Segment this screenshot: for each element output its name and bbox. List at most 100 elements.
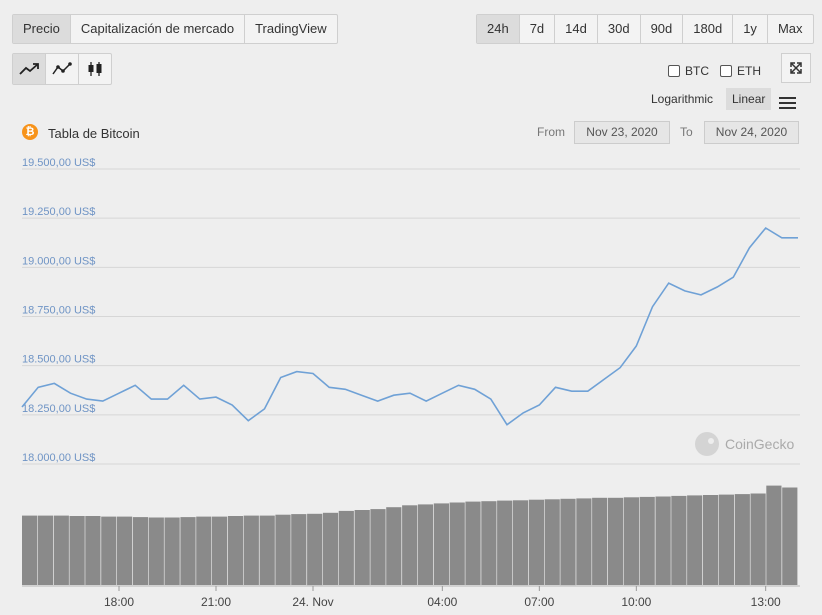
line-chart-button[interactable]: [13, 54, 46, 84]
volume-bar: [322, 512, 339, 585]
tab-precio[interactable]: Precio: [13, 15, 71, 43]
linear-option[interactable]: Linear: [726, 88, 772, 110]
volume-bar: [750, 493, 766, 585]
volume-bar: [69, 516, 85, 585]
y-tick-label: 19.000,00 US$: [22, 255, 95, 267]
x-tick-label: 21:00: [201, 595, 231, 609]
volume-bar: [117, 516, 133, 585]
x-tick-label: 07:00: [524, 595, 554, 609]
compare-eth[interactable]: ETH: [720, 64, 761, 78]
range-selector: 24h 7d 14d 30d 90d 180d 1y Max: [476, 14, 814, 44]
ohlc-chart-button[interactable]: [46, 54, 79, 84]
volume-bar: [22, 515, 38, 585]
volume-bar: [592, 497, 608, 585]
logarithmic-option[interactable]: Logarithmic: [651, 92, 714, 106]
range-14d[interactable]: 14d: [555, 15, 598, 43]
volume-bars: [22, 485, 800, 587]
candlestick-chart-button[interactable]: [79, 54, 111, 84]
volume-bar: [212, 516, 228, 585]
volume-bar: [53, 515, 69, 585]
volume-bar: [85, 516, 101, 585]
volume-bar: [196, 516, 212, 585]
volume-bar: [37, 515, 53, 585]
from-label: From: [537, 125, 565, 139]
trend-line-icon: [19, 63, 39, 75]
y-tick-label: 18.250,00 US$: [22, 403, 95, 415]
y-tick-label: 18.000,00 US$: [22, 452, 95, 464]
y-tick-label: 18.750,00 US$: [22, 305, 95, 317]
volume-bar: [386, 507, 402, 585]
volume-bar: [291, 514, 307, 585]
candlestick-icon: [88, 62, 102, 76]
from-date-input[interactable]: Nov 23, 2020: [574, 121, 670, 144]
range-30d[interactable]: 30d: [598, 15, 641, 43]
chart-type-selector: [12, 53, 112, 85]
compare-btc[interactable]: BTC: [668, 64, 709, 78]
y-tick-label: 18.500,00 US$: [22, 354, 95, 366]
volume-bar: [370, 509, 386, 585]
range-7d[interactable]: 7d: [520, 15, 556, 43]
volume-bar: [180, 517, 196, 585]
tab-market-cap[interactable]: Capitalización de mercado: [71, 15, 246, 43]
volume-bar: [402, 505, 418, 585]
volume-bar: [338, 510, 354, 585]
volume-bar: [782, 487, 798, 585]
volume-bar: [227, 516, 244, 585]
volume-bar: [528, 499, 544, 585]
volume-bar: [671, 495, 687, 585]
volume-bar: [465, 501, 481, 585]
volume-bar: [544, 499, 560, 585]
volume-bar: [560, 498, 576, 586]
eth-checkbox[interactable]: [720, 65, 732, 77]
y-axis-labels: 19.500,00 US$ 19.250,00 US$ 19.000,00 US$ 1…: [22, 157, 95, 464]
to-date-input[interactable]: Nov 24, 2020: [704, 121, 799, 144]
volume-bar: [433, 503, 449, 585]
x-tick-label: 10:00: [621, 595, 651, 609]
volume-bar: [164, 517, 180, 585]
volume-bar: [576, 498, 592, 585]
volume-bar: [101, 516, 117, 585]
expand-icon: [790, 62, 802, 74]
volume-bar: [623, 497, 639, 586]
grid: [22, 168, 800, 465]
volume-bar: [243, 515, 259, 585]
volume-bar: [766, 485, 782, 585]
volume-bar: [639, 496, 655, 585]
volume-bar: [275, 514, 291, 585]
volume-bar: [259, 515, 275, 585]
volume-bar: [512, 500, 529, 586]
fullscreen-button[interactable]: [781, 53, 811, 83]
chart-title: Tabla de Bitcoin: [48, 126, 140, 141]
range-90d[interactable]: 90d: [641, 15, 684, 43]
volume-bar: [148, 517, 164, 585]
volume-bar: [608, 497, 624, 585]
range-180d[interactable]: 180d: [683, 15, 734, 43]
volume-bar: [481, 501, 497, 585]
x-axis-labels: 18:00 21:00 24. Nov 04:00 07:00 10:00 13:00: [104, 586, 781, 609]
tab-tradingview[interactable]: TradingView: [255, 21, 327, 36]
volume-bar: [703, 495, 719, 585]
x-tick-label: 04:00: [427, 595, 457, 609]
y-tick-label: 19.250,00 US$: [22, 206, 95, 218]
y-tick-label: 19.500,00 US$: [22, 157, 95, 169]
volume-bar: [497, 500, 513, 585]
volume-bar: [417, 504, 434, 585]
range-24h[interactable]: 24h: [477, 15, 520, 43]
to-label: To: [680, 125, 693, 139]
x-tick-label: 24. Nov: [292, 595, 333, 609]
view-tabs: Precio Capitalización de mercado Trading…: [12, 14, 338, 44]
menu-icon[interactable]: [779, 97, 796, 109]
watermark-text: CoinGecko: [725, 436, 794, 452]
volume-bar: [449, 502, 465, 585]
x-tick-label: 18:00: [104, 595, 134, 609]
btc-checkbox[interactable]: [668, 65, 680, 77]
range-1y[interactable]: 1y: [733, 15, 768, 43]
volume-bar: [718, 494, 734, 585]
x-tick-label: 13:00: [751, 595, 781, 609]
line-points-icon: [52, 62, 72, 75]
volume-bar: [655, 496, 671, 585]
bitcoin-icon: ₿: [22, 124, 38, 140]
range-max[interactable]: Max: [777, 21, 803, 36]
volume-bar: [734, 494, 750, 585]
volume-bar: [687, 495, 703, 585]
